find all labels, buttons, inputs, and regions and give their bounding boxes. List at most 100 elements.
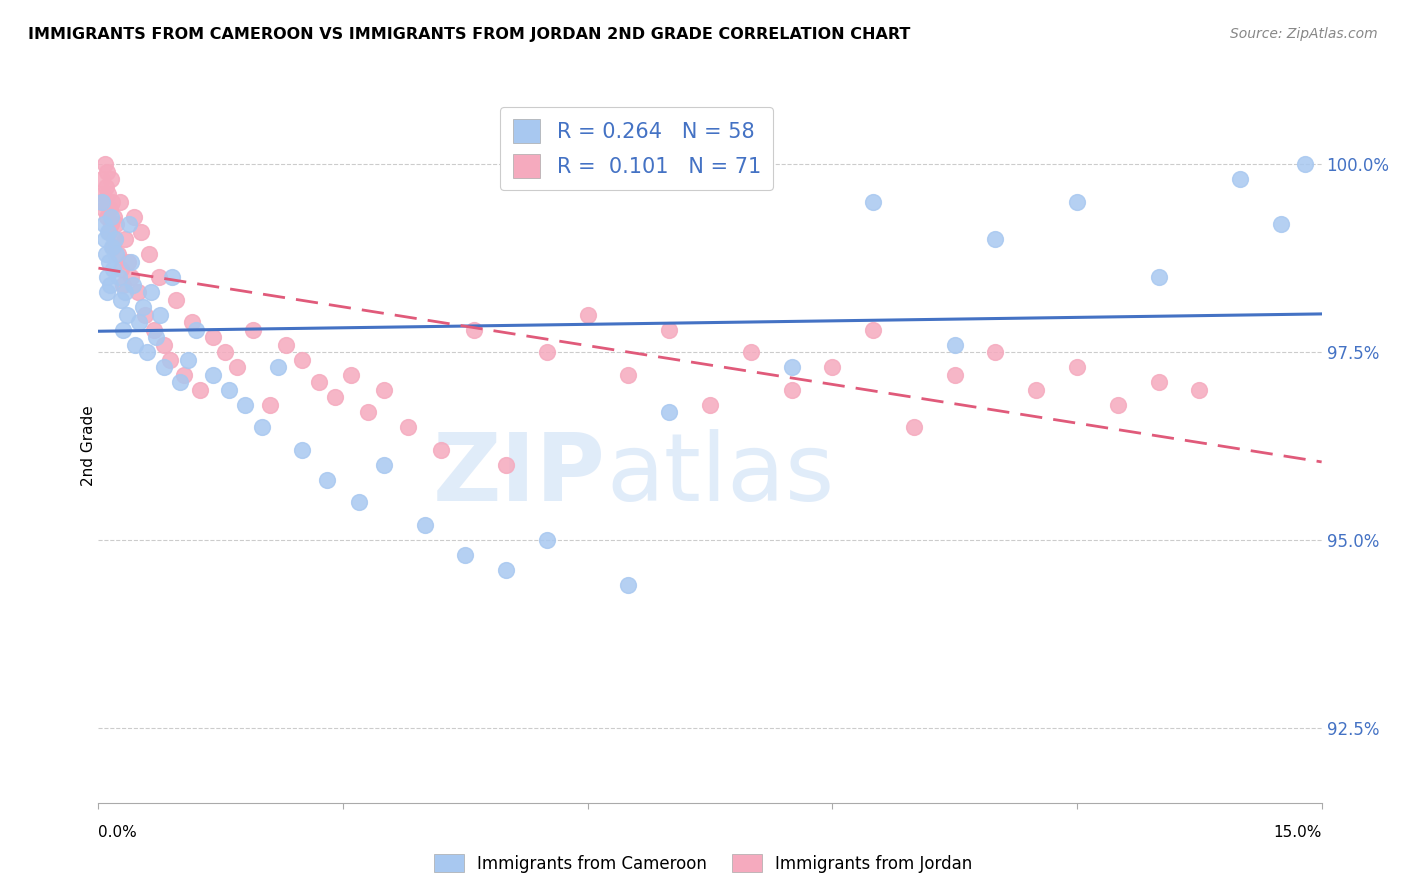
- Point: [430, 442, 453, 457]
- Point: [233, 398, 256, 412]
- Point: [186, 322, 208, 336]
- Point: [97, 225, 120, 239]
- Point: [105, 247, 128, 261]
- Point: [267, 360, 290, 375]
- Point: [90, 194, 112, 209]
- Point: [142, 322, 165, 336]
- Point: [943, 337, 966, 351]
- Point: [1066, 194, 1088, 209]
- Point: [101, 262, 124, 277]
- Point: [97, 187, 120, 202]
- Point: [111, 277, 134, 292]
- Point: [103, 210, 125, 224]
- Point: [1270, 218, 1292, 232]
- Point: [117, 255, 139, 269]
- Point: [152, 360, 174, 375]
- Point: [308, 375, 330, 389]
- Point: [340, 368, 363, 382]
- Point: [576, 308, 599, 322]
- Point: [315, 473, 337, 487]
- Point: [101, 194, 124, 209]
- Point: [129, 225, 152, 239]
- Point: [145, 330, 167, 344]
- Point: [124, 337, 146, 351]
- Point: [120, 270, 142, 285]
- Point: [658, 322, 681, 336]
- Point: [96, 165, 118, 179]
- Point: [98, 225, 121, 239]
- Point: [903, 420, 925, 434]
- Point: [536, 533, 558, 547]
- Point: [1147, 270, 1170, 285]
- Point: [91, 194, 114, 209]
- Legend: Immigrants from Cameroon, Immigrants from Jordan: Immigrants from Cameroon, Immigrants fro…: [427, 847, 979, 880]
- Point: [165, 293, 187, 307]
- Point: [100, 210, 122, 224]
- Point: [93, 218, 115, 232]
- Point: [127, 285, 149, 299]
- Text: IMMIGRANTS FROM CAMEROON VS IMMIGRANTS FROM JORDAN 2ND GRADE CORRELATION CHART: IMMIGRANTS FROM CAMEROON VS IMMIGRANTS F…: [28, 27, 911, 42]
- Point: [169, 375, 191, 389]
- Y-axis label: 2nd Grade: 2nd Grade: [80, 406, 96, 486]
- Point: [984, 345, 1007, 359]
- Point: [122, 277, 145, 292]
- Point: [943, 368, 966, 382]
- Point: [107, 247, 129, 261]
- Point: [134, 308, 156, 322]
- Point: [201, 330, 224, 344]
- Point: [101, 240, 124, 254]
- Point: [373, 383, 395, 397]
- Text: atlas: atlas: [606, 428, 834, 521]
- Point: [617, 368, 640, 382]
- Point: [98, 277, 121, 292]
- Point: [98, 255, 121, 269]
- Point: [136, 345, 159, 359]
- Point: [349, 495, 371, 509]
- Point: [699, 398, 721, 412]
- Point: [188, 383, 212, 397]
- Point: [160, 270, 183, 285]
- Point: [226, 360, 249, 375]
- Point: [495, 563, 517, 577]
- Point: [104, 232, 127, 246]
- Point: [132, 300, 155, 314]
- Point: [96, 285, 118, 299]
- Point: [413, 517, 436, 532]
- Point: [94, 157, 117, 171]
- Point: [110, 293, 132, 307]
- Point: [110, 262, 132, 277]
- Point: [120, 255, 142, 269]
- Point: [242, 322, 264, 336]
- Point: [291, 442, 314, 457]
- Point: [91, 172, 114, 186]
- Point: [495, 458, 517, 472]
- Point: [1188, 383, 1211, 397]
- Point: [108, 270, 131, 285]
- Point: [100, 172, 122, 186]
- Point: [780, 360, 803, 375]
- Point: [159, 352, 181, 367]
- Point: [780, 383, 803, 397]
- Point: [96, 270, 118, 285]
- Point: [104, 232, 127, 246]
- Point: [1147, 375, 1170, 389]
- Point: [274, 337, 297, 351]
- Point: [1229, 172, 1251, 186]
- Point: [201, 368, 224, 382]
- Point: [259, 398, 281, 412]
- Point: [111, 322, 134, 336]
- Point: [100, 218, 122, 232]
- Point: [291, 352, 314, 367]
- Point: [463, 322, 485, 336]
- Point: [124, 210, 146, 224]
- Point: [128, 315, 150, 329]
- Point: [115, 308, 138, 322]
- Text: 15.0%: 15.0%: [1274, 825, 1322, 840]
- Point: [984, 232, 1007, 246]
- Point: [138, 247, 160, 261]
- Point: [93, 202, 115, 217]
- Point: [218, 383, 240, 397]
- Point: [108, 194, 131, 209]
- Point: [356, 405, 378, 419]
- Point: [177, 352, 200, 367]
